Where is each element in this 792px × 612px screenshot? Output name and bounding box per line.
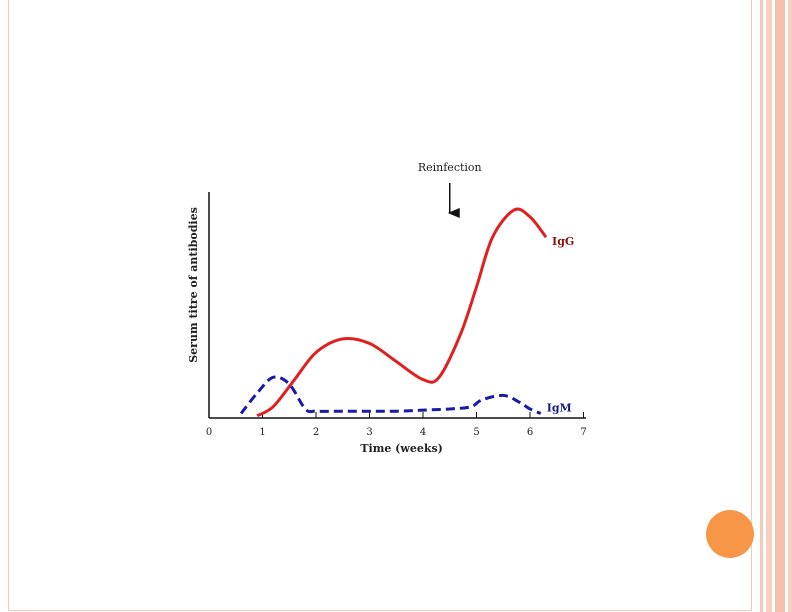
decorative-circle bbox=[706, 510, 754, 558]
x-tick-label: 6 bbox=[527, 427, 533, 438]
series-line-igg bbox=[256, 207, 548, 418]
decorative-band bbox=[788, 0, 792, 612]
x-tick-label: 0 bbox=[206, 427, 212, 438]
reinfection-label: Reinfection bbox=[418, 161, 482, 174]
slide-frame bbox=[8, 0, 752, 611]
x-tick-label: 2 bbox=[313, 427, 319, 438]
decorative-band bbox=[760, 0, 763, 612]
y-axis-title: Serum titre of antibodies bbox=[187, 207, 200, 363]
series-label-igg: IgG bbox=[552, 235, 574, 248]
decorative-band bbox=[766, 0, 772, 612]
series-line-igm bbox=[239, 375, 542, 415]
x-tick-label: 5 bbox=[473, 427, 479, 438]
x-tick-label: 7 bbox=[580, 427, 586, 438]
x-tick-label: 1 bbox=[259, 427, 265, 438]
series-label-igm: IgM bbox=[547, 401, 572, 414]
x-tick-label: 4 bbox=[420, 427, 426, 438]
x-tick-label: 3 bbox=[366, 427, 372, 438]
decorative-band bbox=[775, 0, 785, 612]
x-axis-title: Time (weeks) bbox=[360, 442, 443, 455]
